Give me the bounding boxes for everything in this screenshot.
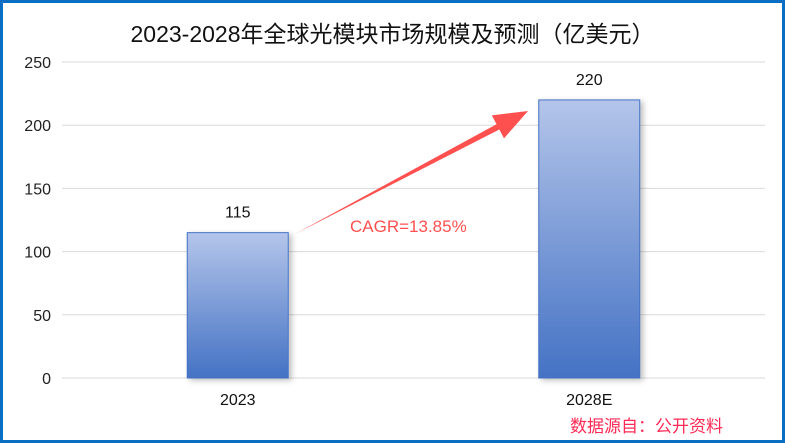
growth-arrow — [295, 111, 528, 234]
y-tick-label: 50 — [33, 308, 51, 325]
cagr-annotation: CAGR=13.85% — [350, 217, 467, 236]
y-tick-label: 150 — [24, 181, 51, 198]
x-tick-label: 2023 — [220, 392, 256, 409]
bar-2028E — [538, 99, 641, 379]
chart-title: 2023-2028年全球光模块市场规模及预测（亿美元） — [130, 21, 655, 47]
x-tick-label: 2028E — [566, 392, 612, 409]
data-label: 115 — [225, 205, 251, 222]
bar-2023 — [186, 232, 289, 379]
data-label: 220 — [576, 72, 603, 89]
y-tick-label: 200 — [24, 118, 51, 135]
source-note: 数据源自：公开资料 — [570, 417, 723, 437]
bar-chart: 0 50 100 150 200 250 115 2023 220 2028E CAGR=13.85… — [24, 55, 765, 409]
y-tick-label: 100 — [24, 245, 51, 262]
y-tick-label: 250 — [24, 55, 51, 72]
y-tick-label: 0 — [42, 371, 51, 388]
